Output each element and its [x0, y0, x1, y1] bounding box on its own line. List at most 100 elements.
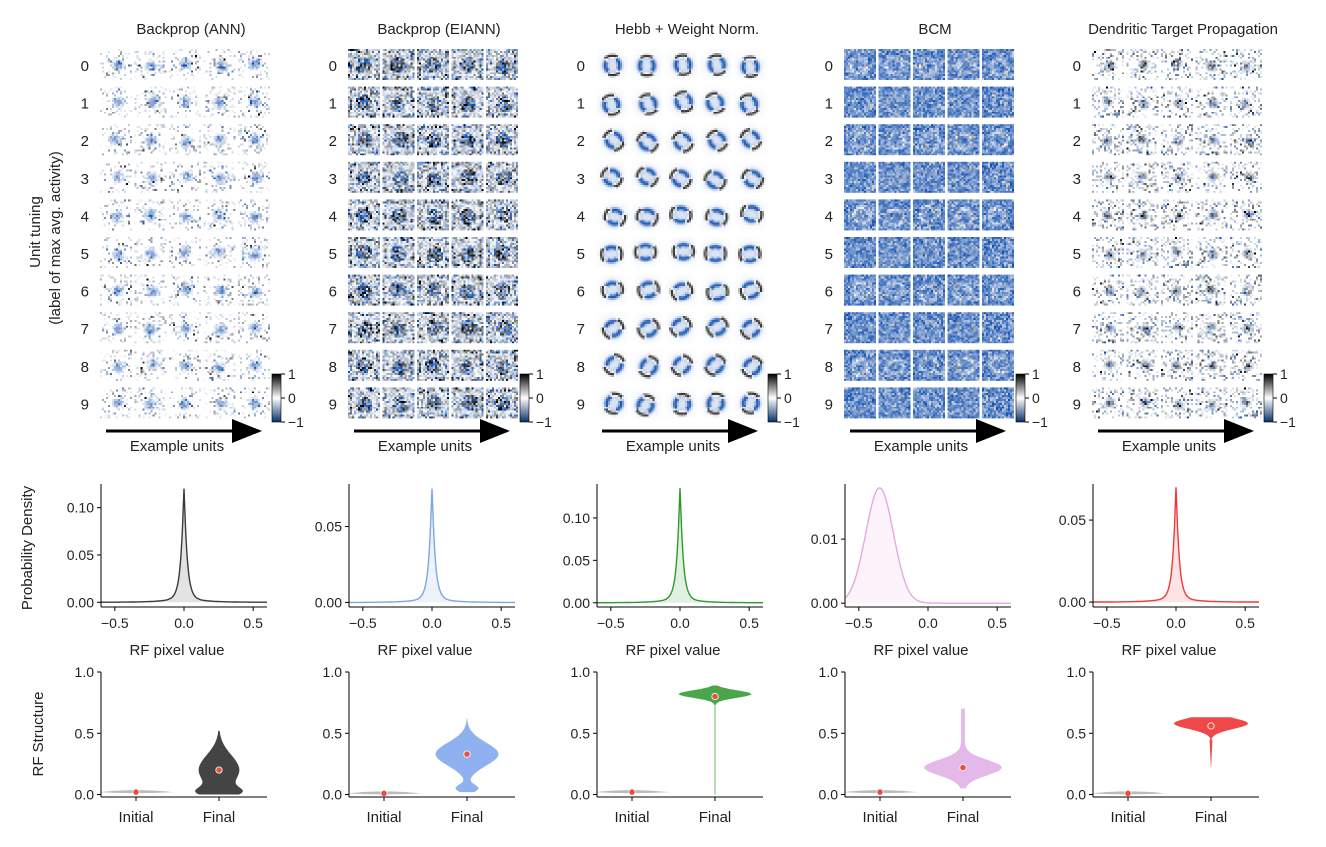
rf-tile: [382, 312, 415, 344]
rf-tile: [1161, 49, 1193, 80]
rf-tile: [238, 312, 270, 344]
rf-tile: [982, 86, 1014, 118]
violin-final: [924, 708, 1002, 789]
y-tick-label: 0.00: [315, 594, 342, 610]
rf-tile: [1126, 387, 1159, 419]
violin-panel: 0.0 0.5 1.0 Initial Final: [323, 664, 515, 826]
x-tick-label: 0.5: [243, 615, 263, 631]
row-label: 9: [81, 396, 89, 413]
y-tick-label: 0.01: [811, 531, 838, 547]
rf-tile: [630, 237, 663, 268]
row-label: 7: [81, 321, 89, 338]
y-tick-label: 0.05: [1059, 512, 1086, 528]
rf-tile: [665, 124, 697, 156]
rf-tile: [100, 274, 132, 306]
density-line: [597, 488, 763, 604]
rf-tile: [238, 387, 270, 419]
rf-tile: [451, 349, 484, 381]
rf-tile: [486, 274, 518, 306]
rf-tile: [1126, 312, 1159, 344]
rf-tile: [1230, 237, 1262, 268]
median-final: [215, 766, 223, 774]
rf-tile: [878, 86, 911, 118]
row-label: 2: [1073, 133, 1081, 150]
row-label: 0: [81, 58, 89, 75]
density-area: [1093, 487, 1259, 603]
colorbar: [1015, 373, 1026, 423]
rf-tile: [596, 124, 628, 156]
rf-tile: [878, 49, 911, 80]
rf-tile: [451, 387, 484, 419]
colorbar: [1263, 373, 1274, 423]
rf-tile: [348, 274, 380, 306]
rf-tile: [382, 161, 415, 193]
colorbar-tick-label: −1: [288, 414, 304, 430]
density-panel: 0.00 0.05 0.10 −0.5 0.0 0.5 RF pixel value: [67, 484, 267, 659]
violin-final: [195, 730, 243, 795]
rf-tile: [699, 312, 732, 344]
grid-xlabel: Example units: [130, 438, 224, 455]
rf-tile: [417, 237, 449, 268]
rf-tile: [630, 199, 663, 231]
rf-tile: [1161, 349, 1193, 381]
rf-tile: [596, 161, 628, 193]
rf-tile: [699, 274, 732, 306]
density-panel: 0.00 0.05 0.10 −0.5 0.0 0.5 RF pixel value: [563, 484, 763, 659]
row-label: 6: [329, 284, 337, 301]
rf-tile: [134, 86, 167, 118]
row-label: 6: [825, 284, 833, 301]
rf-tile: [134, 387, 167, 419]
rf-tile: [1230, 387, 1262, 419]
x-tick-label: Final: [699, 809, 732, 826]
rf-tile: [844, 387, 876, 419]
row-label: 3: [577, 171, 585, 188]
rf-tile: [734, 387, 766, 419]
row-label: 2: [577, 133, 585, 150]
median-initial: [132, 788, 140, 796]
x-tick-label: Initial: [1110, 809, 1145, 826]
x-tick-label: −0.5: [101, 615, 129, 631]
rf-tile: [1230, 199, 1262, 231]
row-label: 0: [1073, 58, 1081, 75]
rf-tile: [348, 349, 380, 381]
rf-tile: [630, 161, 663, 193]
density-panel: 0.00 0.01 −0.5 0.0 0.5 RF pixel value: [811, 484, 1011, 659]
rf-tile: [734, 237, 766, 268]
rf-tile: [1126, 49, 1159, 80]
rf-tile: [382, 86, 415, 118]
row-label: 1: [825, 96, 833, 113]
rf-tile: [100, 124, 132, 156]
rf-tile: [100, 161, 132, 193]
rf-tile: [1230, 161, 1262, 193]
rf-tile: [665, 274, 697, 306]
rf-tile: [1092, 349, 1124, 381]
rf-tile: [417, 124, 449, 156]
colorbar-tick-label: 1: [784, 366, 792, 382]
panel-title: Dendritic Target Propagation: [1088, 21, 1278, 38]
rf-tile: [1126, 124, 1159, 156]
rf-tile: [1161, 86, 1193, 118]
rf-tile: [238, 199, 270, 231]
colorbar-tick-label: 1: [1032, 366, 1040, 382]
x-tick-label: 0.0: [670, 615, 690, 631]
row-label: 6: [81, 284, 89, 301]
colorbar-tick-label: −1: [1032, 414, 1048, 430]
rf-tile: [1092, 161, 1124, 193]
rf-tile: [382, 387, 415, 419]
rf-tile: [238, 349, 270, 381]
violin-final: [1174, 717, 1248, 770]
density-line: [1093, 487, 1259, 603]
rf-tile: [1126, 86, 1159, 118]
rf-tile: [1092, 237, 1124, 268]
rf-tile: [382, 199, 415, 231]
row-label: 9: [825, 396, 833, 413]
y-tick-label: 0.10: [67, 500, 94, 516]
rf-tile: [238, 124, 270, 156]
rf-tile: [596, 312, 628, 344]
rf-tile: [382, 124, 415, 156]
rf-tile: [100, 237, 132, 268]
density-xlabel: RF pixel value: [377, 642, 472, 659]
rf-tile: [238, 161, 270, 193]
rf-tile: [947, 199, 980, 231]
x-tick-label: 0.5: [1235, 615, 1255, 631]
